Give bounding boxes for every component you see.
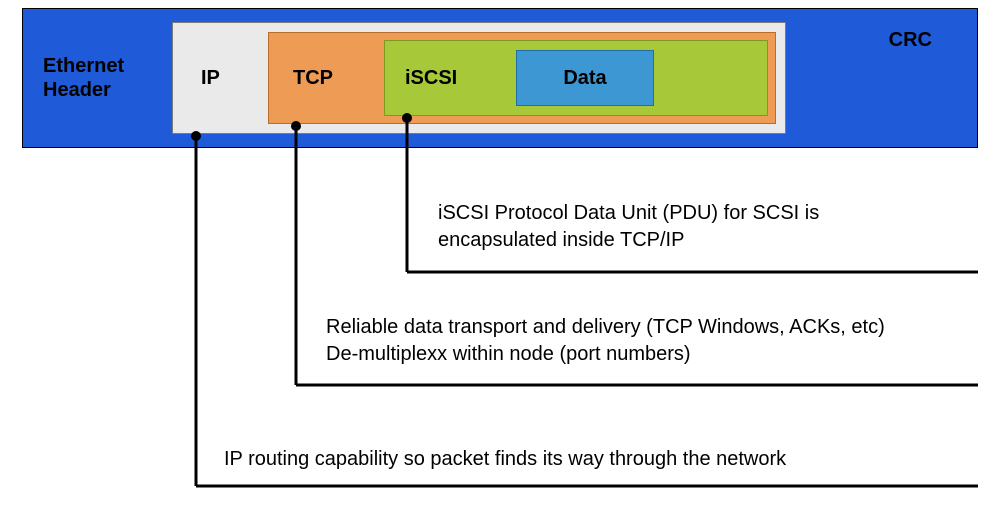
- data-label: Data: [563, 67, 606, 90]
- tcp-callout-text: Reliable data transport and delivery (TC…: [326, 314, 885, 368]
- ethernet-header-label: EthernetHeader: [23, 54, 163, 102]
- ip-label: IP: [173, 67, 263, 90]
- iscsi-label: iSCSI: [385, 67, 505, 90]
- iscsi-callout-text: iSCSI Protocol Data Unit (PDU) for SCSI …: [438, 200, 819, 254]
- ip-callout-text: IP routing capability so packet finds it…: [224, 446, 786, 473]
- tcp-label: TCP: [269, 67, 379, 90]
- data-payload: Data: [516, 50, 654, 106]
- crc-label: CRC: [889, 29, 932, 52]
